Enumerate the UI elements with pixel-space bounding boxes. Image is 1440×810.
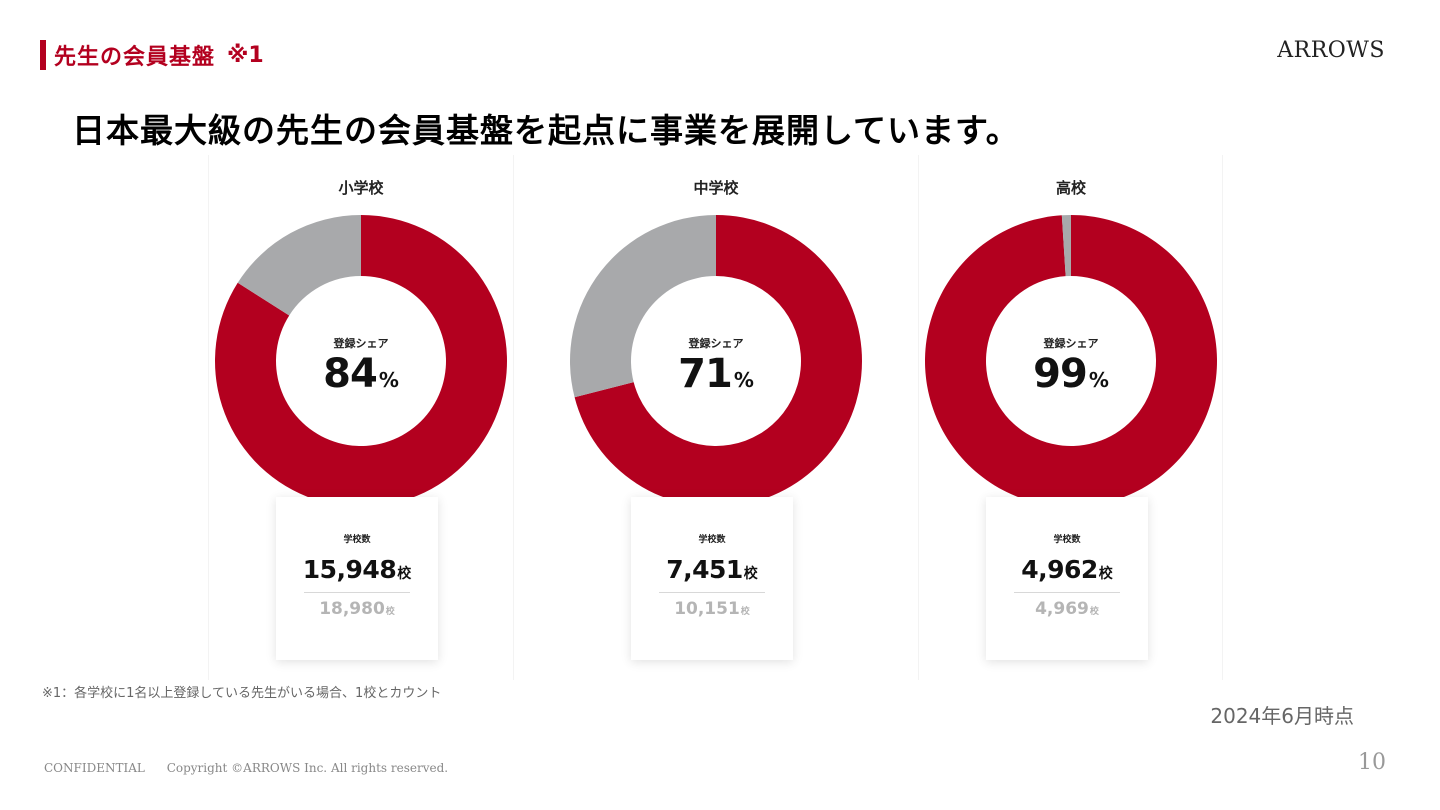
column-divider — [513, 155, 514, 680]
registered-slice — [215, 215, 507, 507]
share-unit: % — [1088, 368, 1109, 392]
panel-junior-high: 中学校 登録シェア 71% 学校数 7,451校 10,151校 — [561, 165, 871, 675]
section-accent-bar — [40, 40, 46, 70]
school-count-card: 学校数 4,962校 4,969校 — [986, 497, 1148, 660]
page-number: 10 — [1358, 750, 1386, 775]
panel-elementary: 小学校 登録シェア 84% 学校数 15,948校 18,980校 — [206, 165, 516, 675]
share-value: 84% — [206, 351, 516, 397]
share-number: 99 — [1033, 351, 1088, 397]
unregistered-slice — [1061, 215, 1071, 277]
total-count: 4,969校 — [986, 599, 1148, 619]
total-number: 18,980 — [319, 599, 385, 619]
card-label: 学校数 — [343, 535, 371, 545]
registered-slice — [925, 215, 1217, 508]
footnote: ※1：各学校に1名以上登録している先生がいる場合、1校とカウント — [42, 686, 442, 701]
total-unit: 校 — [385, 607, 395, 617]
card-divider — [304, 592, 410, 593]
registered-number: 4,962 — [1021, 555, 1098, 584]
column-divider — [208, 155, 209, 680]
registered-count: 15,948校 — [276, 555, 438, 584]
page-headline: 日本最大級の先生の会員基盤を起点に事業を展開しています。 — [72, 111, 1020, 150]
registered-count: 4,962校 — [986, 555, 1148, 584]
copyright-text: Copyright ©ARROWS Inc. All rights reserv… — [166, 761, 449, 775]
unregistered-slice — [570, 215, 716, 398]
share-number: 71 — [678, 351, 733, 397]
total-unit: 校 — [1089, 607, 1099, 617]
total-count: 10,151校 — [631, 599, 793, 619]
donut-chart-high-school — [925, 215, 1217, 508]
panel-high-school: 高校 登録シェア 99% 学校数 4,962校 4,969校 — [916, 165, 1226, 675]
registered-number: 7,451 — [666, 555, 743, 584]
chart-title: 高校 — [1055, 179, 1086, 197]
column-divider — [1222, 155, 1223, 680]
confidential-label: CONFIDENTIAL — [44, 761, 145, 775]
as-of-date: 2024年6月時点 — [1210, 704, 1354, 728]
registered-unit: 校 — [397, 566, 412, 582]
chart-title: 小学校 — [338, 179, 384, 197]
footer: CONFIDENTIAL Copyright ©ARROWS Inc. All … — [44, 761, 448, 775]
card-divider — [1014, 592, 1120, 593]
total-unit: 校 — [740, 607, 750, 617]
registered-unit: 校 — [743, 566, 758, 582]
center-label: 登録シェア — [1043, 337, 1099, 350]
center-label: 登録シェア — [333, 337, 389, 350]
column-divider — [918, 155, 919, 680]
share-value: 99% — [916, 351, 1226, 397]
total-count: 18,980校 — [276, 599, 438, 619]
card-label: 学校数 — [698, 535, 726, 545]
share-unit: % — [378, 368, 399, 392]
registered-slice — [574, 215, 862, 507]
registered-unit: 校 — [1098, 566, 1113, 582]
share-value: 71% — [561, 351, 871, 397]
share-unit: % — [733, 368, 754, 392]
card-label: 学校数 — [1053, 535, 1081, 545]
registered-number: 15,948 — [302, 555, 397, 584]
card-divider — [659, 592, 765, 593]
section-footnote-marker: ※1 — [227, 42, 264, 68]
share-number: 84 — [323, 351, 378, 397]
total-number: 4,969 — [1035, 599, 1089, 619]
registered-count: 7,451校 — [631, 555, 793, 584]
unregistered-slice — [237, 215, 361, 316]
section-title: 先生の会員基盤 — [54, 45, 216, 70]
school-count-card: 学校数 15,948校 18,980校 — [276, 497, 438, 660]
donut-chart-junior-high — [570, 215, 862, 507]
school-count-card: 学校数 7,451校 10,151校 — [631, 497, 793, 660]
donut-chart-elementary — [215, 215, 507, 507]
chart-title: 中学校 — [693, 179, 739, 197]
section-tag: 先生の会員基盤 ※1 — [40, 40, 264, 70]
center-label: 登録シェア — [688, 337, 744, 350]
arrows-logo: ARROWS — [1277, 38, 1385, 63]
total-number: 10,151 — [674, 599, 740, 619]
